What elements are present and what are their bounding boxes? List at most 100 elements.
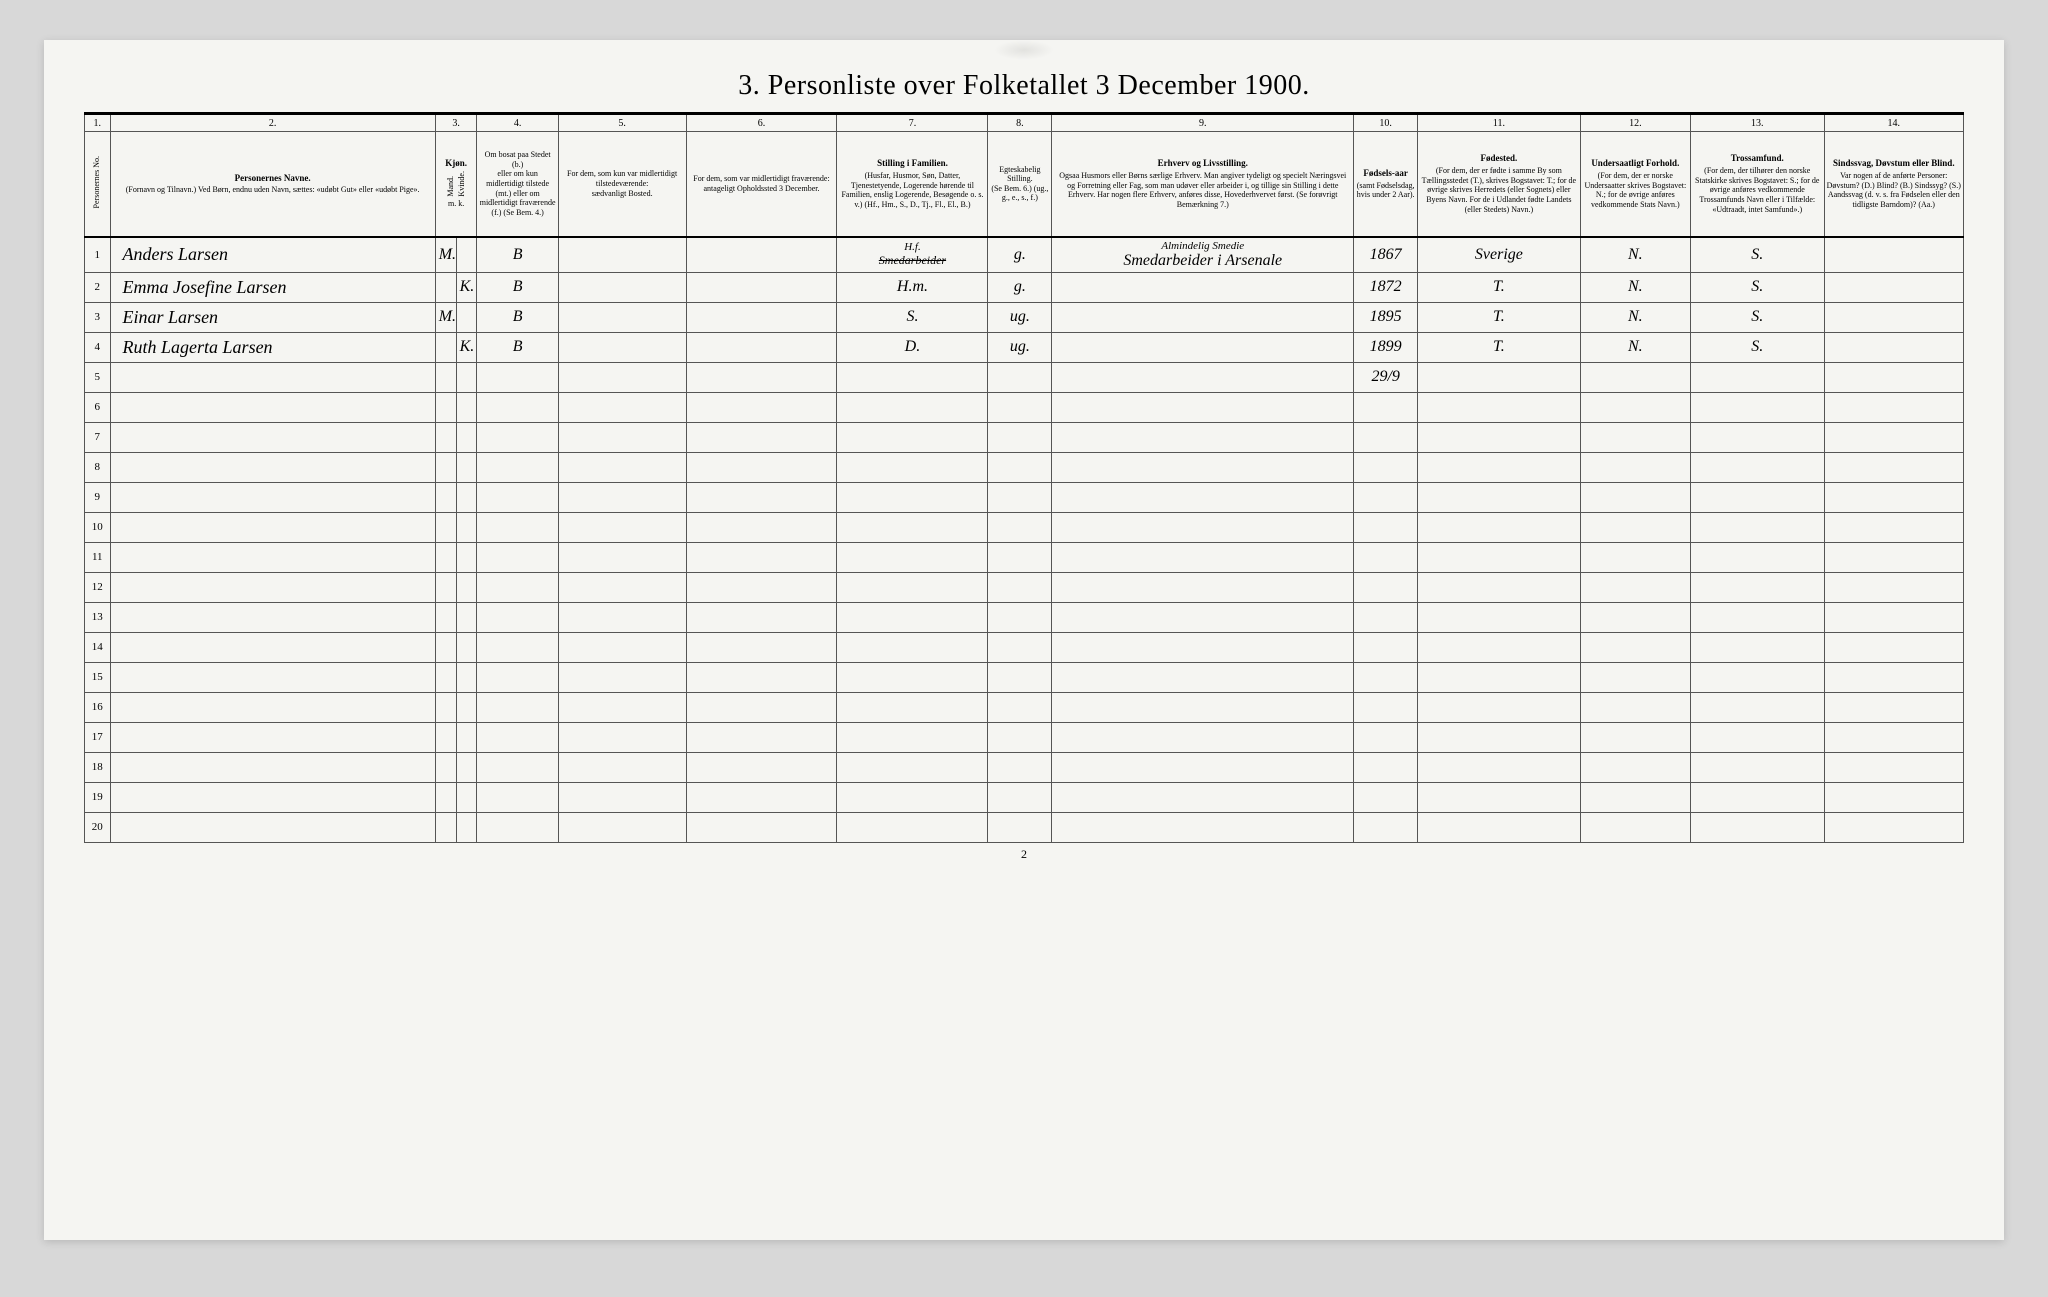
cell-empty bbox=[1418, 692, 1581, 722]
cell-empty bbox=[686, 572, 837, 602]
cell-empty bbox=[1354, 602, 1418, 632]
cell-fodested: T. bbox=[1418, 332, 1581, 362]
cell-empty bbox=[686, 632, 837, 662]
cell-tilstede bbox=[558, 302, 686, 332]
cell-egte: g. bbox=[988, 237, 1052, 273]
cell-empty bbox=[837, 452, 988, 482]
cell-erhverv: Almindelig SmedieSmedarbeider i Arsenale bbox=[1052, 237, 1354, 273]
cell-empty bbox=[1418, 512, 1581, 542]
row-number: 20 bbox=[85, 812, 111, 842]
cell-sex-k: K. bbox=[456, 272, 477, 302]
cell-empty bbox=[686, 602, 837, 632]
cell-empty bbox=[1354, 812, 1418, 842]
cell-empty bbox=[1052, 602, 1354, 632]
cell-empty bbox=[558, 662, 686, 692]
cell-empty bbox=[435, 782, 456, 812]
cell-empty bbox=[110, 482, 435, 512]
hdr-tros: Trossamfund. (For dem, der tilhører den … bbox=[1690, 132, 1824, 237]
cell-empty bbox=[1824, 632, 1963, 662]
table-row: 4Ruth Lagerta LarsenK.BD.ug.1899T.N.S. bbox=[85, 332, 1964, 362]
cell-empty bbox=[456, 452, 477, 482]
cell-empty bbox=[477, 632, 558, 662]
cell-empty bbox=[837, 692, 988, 722]
cell-empty bbox=[686, 752, 837, 782]
cell-fodested: T. bbox=[1418, 272, 1581, 302]
cell-empty bbox=[477, 662, 558, 692]
cell-empty bbox=[1690, 722, 1824, 752]
cell-sex-m bbox=[435, 332, 456, 362]
table-row: 11 bbox=[85, 542, 1964, 572]
cell-empty bbox=[110, 512, 435, 542]
cell-fodested: T. bbox=[1418, 302, 1581, 332]
hdr-bosat: Om bosat paa Stedet (b.) eller om kun mi… bbox=[477, 132, 558, 237]
cell-empty bbox=[1690, 392, 1824, 422]
cell-empty bbox=[435, 602, 456, 632]
cell-sex-k: K. bbox=[456, 332, 477, 362]
table-row: 9 bbox=[85, 482, 1964, 512]
cell-empty bbox=[110, 392, 435, 422]
cell-empty bbox=[1690, 512, 1824, 542]
cell-egte: ug. bbox=[988, 332, 1052, 362]
cell-empty bbox=[1418, 542, 1581, 572]
cell-empty bbox=[1354, 482, 1418, 512]
cell-empty bbox=[1418, 392, 1581, 422]
cell-empty bbox=[1824, 452, 1963, 482]
cell-name: Anders Larsen bbox=[110, 237, 435, 273]
cell-empty bbox=[110, 422, 435, 452]
cell-empty bbox=[1824, 572, 1963, 602]
cell-empty bbox=[1052, 812, 1354, 842]
cell-empty bbox=[1580, 812, 1690, 842]
cell-empty bbox=[988, 422, 1052, 452]
cell-empty bbox=[558, 392, 686, 422]
colnum: 10. bbox=[1354, 114, 1418, 132]
cell-empty bbox=[1052, 452, 1354, 482]
cell-name bbox=[110, 362, 435, 392]
cell-empty bbox=[456, 662, 477, 692]
cell-sex-m: M. bbox=[435, 302, 456, 332]
colnum: 5. bbox=[558, 114, 686, 132]
table-row: 1Anders LarsenM.BH.f.Smedarbeiderg.Almin… bbox=[85, 237, 1964, 273]
cell-under: N. bbox=[1580, 237, 1690, 273]
hdr-egte: Egteskabelig Stilling. (Se Bem. 6.) (ug.… bbox=[988, 132, 1052, 237]
cell-empty bbox=[1418, 482, 1581, 512]
table-row: 20 bbox=[85, 812, 1964, 842]
cell-empty bbox=[110, 722, 435, 752]
cell-empty bbox=[837, 662, 988, 692]
cell-empty bbox=[435, 632, 456, 662]
cell-empty bbox=[988, 572, 1052, 602]
cell-empty bbox=[110, 812, 435, 842]
cell-empty bbox=[837, 752, 988, 782]
cell-empty bbox=[686, 452, 837, 482]
cell-empty bbox=[1354, 542, 1418, 572]
cell-empty bbox=[558, 482, 686, 512]
cell-empty bbox=[558, 602, 686, 632]
table-row: 16 bbox=[85, 692, 1964, 722]
cell-empty bbox=[1690, 812, 1824, 842]
cell-bosat: B bbox=[477, 237, 558, 273]
cell-empty bbox=[1418, 602, 1581, 632]
cell-empty bbox=[988, 752, 1052, 782]
table-row: 14 bbox=[85, 632, 1964, 662]
cell-empty bbox=[1580, 572, 1690, 602]
cell-empty bbox=[988, 662, 1052, 692]
colnum: 1. bbox=[85, 114, 111, 132]
cell-fravaer bbox=[686, 332, 837, 362]
cell-empty bbox=[456, 782, 477, 812]
cell-empty bbox=[558, 722, 686, 752]
row-number: 17 bbox=[85, 722, 111, 752]
cell-empty bbox=[110, 782, 435, 812]
cell-sex-k bbox=[456, 362, 477, 392]
row-number: 10 bbox=[85, 512, 111, 542]
colnum: 7. bbox=[837, 114, 988, 132]
cell-empty bbox=[456, 812, 477, 842]
cell-empty bbox=[686, 512, 837, 542]
hdr-undersaat: Undersaatligt Forhold. (For dem, der er … bbox=[1580, 132, 1690, 237]
cell-empty bbox=[1824, 602, 1963, 632]
cell-sex-m bbox=[435, 272, 456, 302]
table-body: 1Anders LarsenM.BH.f.Smedarbeiderg.Almin… bbox=[85, 237, 1964, 843]
cell-empty bbox=[110, 572, 435, 602]
cell-empty bbox=[1354, 572, 1418, 602]
cell-stilling: D. bbox=[837, 332, 988, 362]
cell-empty bbox=[837, 512, 988, 542]
table-row: 12 bbox=[85, 572, 1964, 602]
